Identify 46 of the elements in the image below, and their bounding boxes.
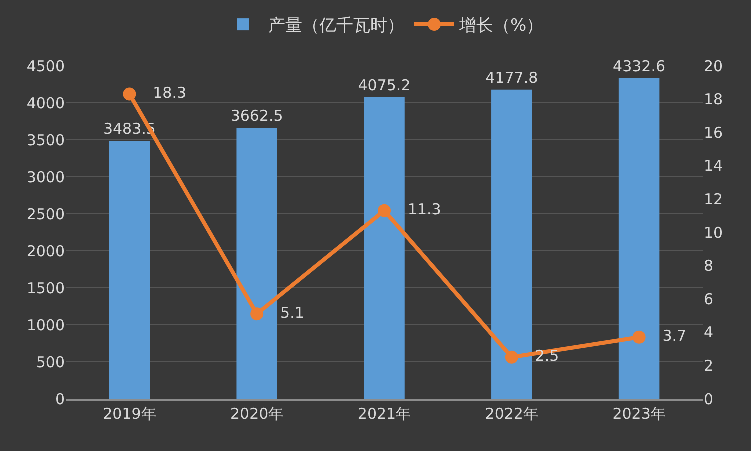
y2-tick-label: 16 — [704, 124, 724, 142]
point — [123, 88, 136, 101]
y-tick-label: 4500 — [26, 57, 65, 76]
y-tick-label: 0 — [55, 390, 65, 408]
x-tick-label: 2020年 — [230, 404, 284, 423]
bar — [492, 90, 532, 399]
y2-tick-label: 20 — [704, 57, 724, 76]
y2-tick-label: 14 — [704, 157, 724, 176]
x-tick-label: 2023年 — [612, 404, 666, 423]
point — [505, 350, 518, 364]
legend-label: 产量（亿千瓦时） — [268, 16, 404, 36]
data-label: 3.7 — [648, 327, 687, 346]
y2-tick-label: 18 — [704, 90, 724, 109]
bar — [236, 128, 278, 399]
point — [632, 330, 646, 344]
x-tick-label: 2019年 — [103, 404, 156, 423]
y2-tick-label: 6 — [704, 290, 714, 308]
data-label: 5.1 — [266, 304, 304, 322]
data-label: 4177.8 — [486, 68, 538, 87]
point — [250, 308, 264, 321]
y-tick-label: 1500 — [26, 279, 65, 298]
data-label: 3662.5 — [230, 106, 284, 125]
data-label: 11.3 — [394, 200, 442, 219]
point — [378, 204, 391, 218]
x-tick-label: 2022年 — [485, 404, 538, 423]
legend-label: 增长（%） — [458, 16, 544, 36]
y2-tick-label: 2 — [704, 356, 714, 375]
y2-tick-label: 12 — [704, 190, 724, 208]
bar — [618, 78, 660, 399]
y-tick-label: 3000 — [26, 168, 65, 186]
bar — [109, 141, 150, 399]
data-label: 4332.6 — [613, 57, 666, 76]
y-tick-label: 2000 — [26, 242, 65, 260]
y2-tick-label: 10 — [704, 224, 724, 242]
y-tick-label: 2500 — [26, 205, 65, 224]
bar — [364, 97, 405, 399]
y2-tick-label: 0 — [704, 390, 714, 408]
y2-tick-label: 8 — [704, 257, 714, 276]
x-tick-label: 2021年 — [358, 404, 412, 423]
y-tick-label: 500 — [36, 353, 65, 372]
y-tick-label: 4000 — [26, 94, 65, 112]
y2-tick-label: 4 — [704, 324, 714, 342]
data-label: 18.3 — [138, 84, 187, 102]
data-label: 4075.2 — [358, 76, 411, 94]
y-tick-label: 1000 — [26, 316, 65, 334]
y-tick-label: 3500 — [26, 131, 65, 150]
